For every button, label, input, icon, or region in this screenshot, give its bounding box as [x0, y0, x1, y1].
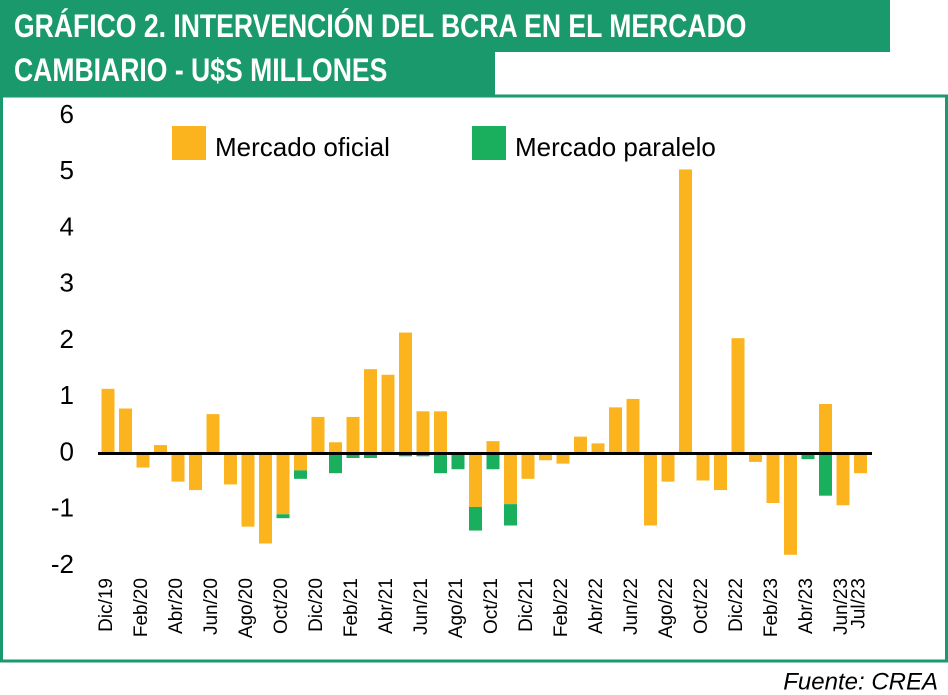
- chart-border: [0, 94, 948, 663]
- bar: [731, 338, 745, 454]
- bar: [416, 411, 430, 454]
- bar: [574, 436, 587, 454]
- chart-title: GRÁFICO 2. INTERVENCIÓN DEL BCRA EN EL M…: [14, 8, 747, 88]
- bar: [136, 453, 150, 468]
- bar: [854, 453, 867, 474]
- bar: [626, 398, 640, 454]
- bar: [434, 411, 447, 454]
- bar: [819, 453, 832, 496]
- x-tick-label: Dic/19: [96, 578, 117, 632]
- x-tick-label: Feb/21: [341, 578, 362, 637]
- bar: [539, 453, 552, 461]
- y-tick-label: -1: [51, 493, 74, 523]
- x-tick-label: Dic/22: [726, 578, 747, 632]
- y-tick-label: 5: [60, 155, 74, 185]
- x-tick-label: Dic/20: [306, 578, 327, 632]
- x-tick-label: Dic/21: [516, 578, 537, 632]
- bar: [399, 332, 412, 454]
- bar: [486, 453, 500, 470]
- bar: [294, 470, 307, 479]
- y-tick-label: 2: [60, 324, 74, 354]
- x-tick-label: Ago/20: [236, 578, 257, 638]
- x-tick-label: Abr/23: [796, 578, 817, 634]
- bar: [189, 453, 202, 491]
- legend-label: Mercado paralelo: [515, 132, 716, 162]
- x-tick-label: Jun/22: [621, 578, 642, 635]
- y-tick-label: 6: [60, 99, 74, 129]
- bar: [801, 453, 815, 460]
- x-tick-label: Jun/20: [201, 578, 222, 635]
- bar: [521, 453, 535, 479]
- x-tick-label: Ago/21: [446, 578, 467, 638]
- x-tick-label: Abr/20: [166, 578, 187, 634]
- bar: [819, 404, 832, 454]
- bar: [276, 514, 290, 519]
- legend-swatch: [172, 126, 206, 160]
- x-tick-label: Abr/21: [376, 578, 397, 634]
- y-tick-label: 4: [60, 211, 74, 241]
- bar: [504, 453, 517, 505]
- bar: [714, 453, 727, 491]
- bar: [381, 374, 395, 454]
- legend-label: Mercado oficial: [215, 132, 390, 162]
- bar: [504, 504, 517, 526]
- bar: [171, 453, 185, 482]
- bar: [241, 453, 255, 527]
- x-tick-label: Jun/21: [411, 578, 432, 635]
- bar: [836, 453, 850, 506]
- bar: [259, 453, 272, 544]
- bar: [469, 453, 482, 507]
- source: Fuente: CREA: [783, 668, 938, 695]
- x-tick-label: Oct/21: [481, 578, 502, 634]
- bar: [364, 453, 377, 458]
- x-tick-label: Jun/23: [831, 578, 852, 635]
- x-tick-label: Abr/22: [586, 578, 607, 634]
- bar: [364, 369, 377, 454]
- bar: [329, 442, 342, 454]
- bar: [294, 453, 307, 471]
- bar: [206, 414, 220, 454]
- legend-swatch: [472, 126, 506, 160]
- header-band: [0, 0, 890, 52]
- bar: [556, 453, 570, 464]
- y-tick-label: 3: [60, 268, 74, 298]
- bar: [451, 453, 465, 470]
- bar: [766, 453, 780, 503]
- bar: [749, 453, 762, 462]
- bar: [434, 453, 447, 474]
- bar: [101, 388, 115, 454]
- bar: [311, 416, 325, 454]
- bar: [119, 408, 132, 454]
- bar: [469, 506, 482, 531]
- x-tick-label: Feb/23: [761, 578, 782, 637]
- y-tick-label: -2: [51, 549, 74, 579]
- x-tick-label: Ago/22: [656, 578, 677, 638]
- bar: [486, 441, 500, 454]
- bar: [346, 416, 360, 454]
- bar: [346, 453, 360, 458]
- bar: [329, 453, 342, 474]
- x-tick-label: Oct/22: [691, 578, 712, 634]
- bar: [276, 453, 290, 515]
- bar: [224, 453, 237, 485]
- bar: [679, 169, 692, 454]
- bar: [154, 445, 167, 454]
- bar: [591, 443, 605, 454]
- bar: [784, 453, 797, 555]
- y-tick-label: 1: [60, 380, 74, 410]
- header-band: [0, 50, 495, 96]
- x-tick-label: Jul/23: [849, 578, 870, 629]
- bar: [644, 453, 657, 526]
- x-tick-label: Feb/22: [551, 578, 572, 637]
- bar: [696, 453, 710, 481]
- x-tick-label: Oct/20: [271, 578, 292, 634]
- y-tick-label: 0: [60, 436, 74, 466]
- bar: [661, 453, 675, 482]
- x-tick-label: Feb/20: [131, 578, 152, 637]
- bar: [609, 407, 622, 454]
